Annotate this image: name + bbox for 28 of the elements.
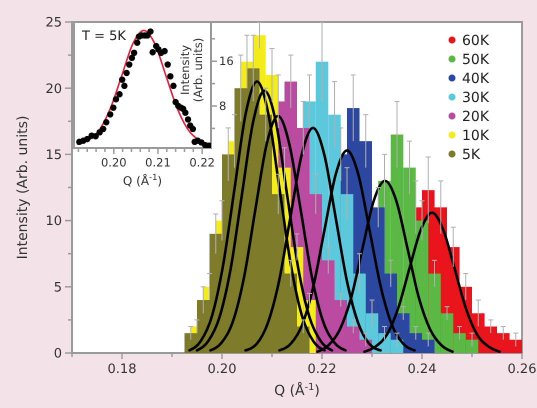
legend-label: 5K	[462, 147, 481, 163]
legend-label: 30K	[462, 90, 490, 106]
x-tick-label: 0.20	[208, 362, 236, 377]
y-tick-label: 25	[45, 16, 62, 31]
x-tick-label: 0.22	[189, 156, 215, 170]
legend-label: 50K	[462, 52, 490, 68]
legend-label: 20K	[462, 109, 490, 125]
x-axis-title: Q (Å$^{-1}$)	[122, 172, 162, 188]
x-tick-label: 0.18	[108, 362, 136, 377]
y-tick-label: 10	[45, 214, 62, 230]
y2-axis-title: Intensity (Arb. units)	[178, 38, 205, 102]
annotation: T = 5K	[81, 29, 126, 44]
y-tick-label: 0	[54, 346, 62, 362]
x-tick-label: 0.24	[408, 362, 436, 377]
legend-label: 10K	[462, 128, 490, 144]
legend-label: 40K	[462, 71, 490, 87]
y-tick-label: 20	[45, 82, 62, 97]
y2-tick-label: 16	[219, 54, 234, 68]
y-tick-label: 5	[54, 280, 62, 296]
y2-tick-label: 8	[219, 99, 226, 114]
y-tick-label: 15	[45, 148, 62, 163]
legend-label: 60K	[462, 33, 490, 49]
y-axis-title: Intensity (Arb. units)	[15, 116, 31, 260]
x-tick-label: 0.20	[100, 156, 127, 170]
x-tick-label: 0.26	[508, 362, 536, 377]
x-tick-label: 0.21	[145, 156, 171, 170]
x-tick-label: 0.22	[308, 362, 336, 377]
x-axis-title: Q (Å$^{-1}$)	[274, 382, 320, 399]
